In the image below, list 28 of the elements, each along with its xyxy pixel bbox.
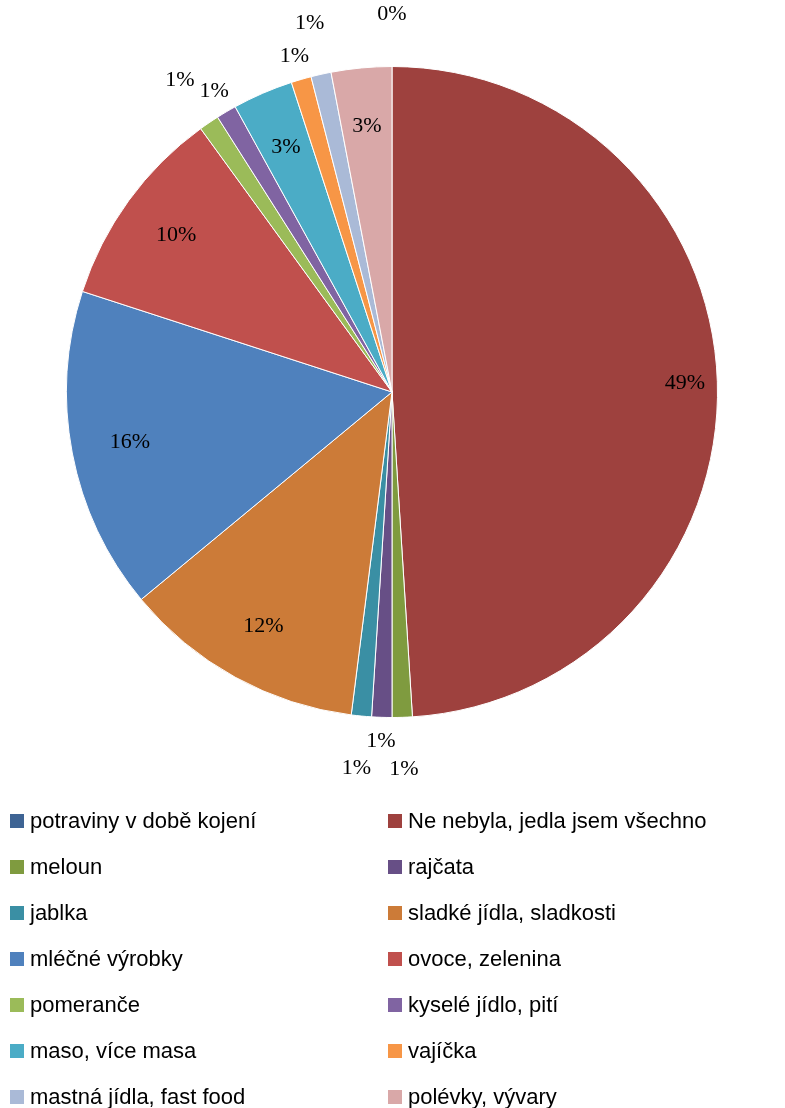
legend-label: potraviny v době kojení <box>30 808 257 834</box>
data-label: 3% <box>271 132 301 158</box>
legend-label: Ne nebyla, jedla jsem všechno <box>408 808 707 834</box>
legend-label: polévky, vývary <box>408 1084 557 1108</box>
legend-label: rajčata <box>408 854 475 880</box>
legend-label: jablka <box>30 900 88 926</box>
data-label: 16% <box>109 427 150 453</box>
data-label: 1% <box>294 9 325 35</box>
legend-label: pomeranče <box>30 992 141 1018</box>
legend-label: mléčné výrobky <box>30 946 183 972</box>
legend-label: mastná jídla, fast food <box>30 1084 246 1108</box>
data-label: 10% <box>155 220 197 246</box>
data-label: 12% <box>243 611 284 637</box>
data-label: 1% <box>366 727 396 753</box>
data-label: 49% <box>664 368 705 394</box>
legend-label: ovoce, zelenina <box>408 946 561 972</box>
data-label: 1% <box>341 753 372 779</box>
data-label: 3% <box>352 112 382 138</box>
data-label: 1% <box>165 65 195 91</box>
data-label: 1% <box>389 755 419 781</box>
legend-label: maso, více masa <box>30 1038 197 1064</box>
data-label: 1% <box>199 76 229 102</box>
legend-label: vajíčka <box>408 1038 477 1064</box>
legend-label: kyselé jídlo, pití <box>408 992 559 1018</box>
text: 0% <box>377 0 407 26</box>
legend-label: sladké jídla, sladkosti <box>408 900 616 926</box>
data-label: 1% <box>279 42 310 68</box>
legend-label: meloun <box>30 854 103 880</box>
